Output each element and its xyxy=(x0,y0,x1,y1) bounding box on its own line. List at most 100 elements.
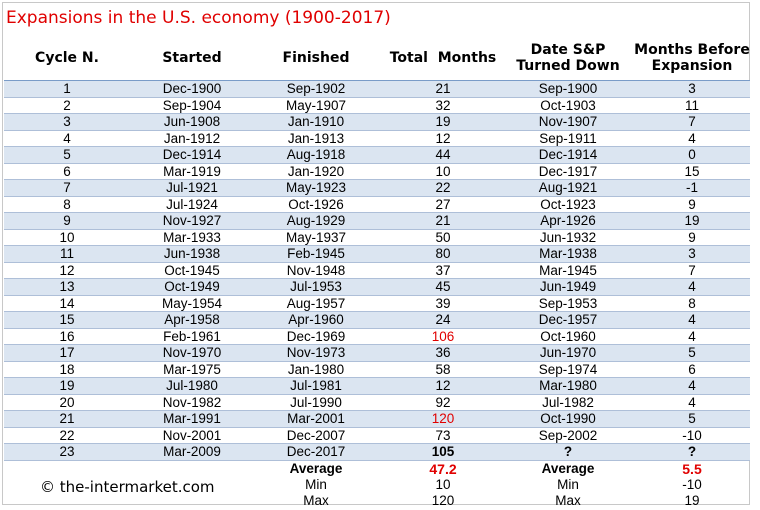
cell-total: 36 xyxy=(435,345,451,360)
cell-cycle: 1 xyxy=(63,81,71,96)
cell-before: 4 xyxy=(688,378,696,393)
table-row: 7 Jul-1921 May-1923 22 Aug-1921 -1 xyxy=(4,180,750,197)
cell-before: 11 xyxy=(684,97,699,113)
cell-finished: Aug-1918 xyxy=(286,147,346,162)
cell-cycle: 17 xyxy=(59,345,75,360)
min-total: 10 xyxy=(435,477,451,492)
summary-min-row: Min 10 Min -10 xyxy=(4,477,750,494)
header-total-months-label: Total Months xyxy=(389,50,497,66)
cell-before: 8 xyxy=(688,295,696,311)
cell-sp-down: Sep-2002 xyxy=(538,427,598,443)
cell-before: 19 xyxy=(684,213,700,228)
cell-before: 4 xyxy=(688,279,696,294)
cell-cycle: 20 xyxy=(59,394,75,410)
min-label: Min xyxy=(305,477,327,492)
cell-before: 3 xyxy=(688,81,696,96)
cell-cycle: 15 xyxy=(59,312,75,327)
cell-started: Jan-1912 xyxy=(163,130,221,146)
cell-started: Mar-1975 xyxy=(163,361,221,377)
cell-finished: Apr-1960 xyxy=(288,312,344,327)
header-total-months: Total Months xyxy=(378,36,508,80)
cell-total: 45 xyxy=(435,279,451,294)
cell-before: 7 xyxy=(688,114,696,129)
cell-cycle: 19 xyxy=(59,378,75,393)
cell-total: 105 xyxy=(431,444,455,459)
header-date-sp-line1: Date S&P xyxy=(530,42,606,58)
cell-before: ? xyxy=(687,444,697,459)
cell-finished: May-1907 xyxy=(285,97,347,113)
cell-sp-down: Sep-1953 xyxy=(538,295,598,311)
cell-total: 10 xyxy=(435,163,451,179)
table-row: 17 Nov-1970 Nov-1973 36 Jun-1970 5 xyxy=(4,345,750,362)
cell-cycle: 8 xyxy=(63,196,71,212)
cell-sp-down: Sep-1974 xyxy=(538,361,598,377)
header-date-sp-line2: Turned Down xyxy=(516,58,620,74)
cell-started: Feb-1961 xyxy=(163,328,221,344)
cell-total: 24 xyxy=(435,312,451,327)
max-label-2: Max xyxy=(555,493,581,508)
header-months-before: Months Before Expansion xyxy=(628,36,756,80)
min-before: -10 xyxy=(682,477,702,492)
cell-sp-down: Oct-1923 xyxy=(540,196,596,212)
cell-before: 9 xyxy=(688,229,696,245)
cell-before: 4 xyxy=(688,328,696,344)
cell-started: Mar-1933 xyxy=(163,229,221,245)
header-cycle-label: Cycle N. xyxy=(35,50,99,66)
cell-started: Jun-1908 xyxy=(163,114,221,129)
header-months-before-line2: Expansion xyxy=(651,58,733,74)
cell-finished: Sep-1902 xyxy=(286,81,346,96)
cell-finished: Jul-1990 xyxy=(290,394,342,410)
cell-cycle: 18 xyxy=(59,361,75,377)
cell-cycle: 3 xyxy=(63,114,71,129)
cell-total: 21 xyxy=(435,81,451,96)
table-row: 14 May-1954 Aug-1957 39 Sep-1953 8 xyxy=(4,295,750,312)
cell-total: 22 xyxy=(435,180,451,195)
cell-finished: May-1937 xyxy=(285,229,347,245)
cell-before: -1 xyxy=(685,180,698,195)
cell-total: 12 xyxy=(435,378,451,393)
cell-sp-down: Oct-1990 xyxy=(540,411,596,426)
cell-started: May-1954 xyxy=(161,295,223,311)
header-finished-label: Finished xyxy=(282,50,350,66)
cell-started: Oct-1949 xyxy=(164,279,220,294)
table-row: 18 Mar-1975 Jan-1980 58 Sep-1974 6 xyxy=(4,361,750,378)
table-row: 4 Jan-1912 Jan-1913 12 Sep-1911 4 xyxy=(4,130,750,147)
cell-total: 12 xyxy=(435,130,451,146)
cell-before: 6 xyxy=(688,361,696,377)
source-credit: © the-intermarket.com xyxy=(40,478,215,496)
min-label-2: Min xyxy=(557,477,579,492)
cell-finished: Dec-1969 xyxy=(286,328,346,344)
cell-total: 27 xyxy=(435,196,451,212)
cell-finished: Oct-1926 xyxy=(288,196,344,212)
cell-started: Nov-2001 xyxy=(162,427,222,443)
cell-cycle: 22 xyxy=(59,427,75,443)
cell-before: 15 xyxy=(684,163,700,179)
cell-cycle: 5 xyxy=(63,147,71,162)
cell-started: Nov-1927 xyxy=(162,213,222,228)
cell-total: 37 xyxy=(435,262,451,278)
cell-total: 120 xyxy=(431,411,455,426)
cell-sp-down: Oct-1960 xyxy=(540,328,596,344)
table-row: 13 Oct-1949 Jul-1953 45 Jun-1949 4 xyxy=(4,279,750,296)
cell-sp-down: Jun-1949 xyxy=(539,279,597,294)
cell-before: 9 xyxy=(688,196,696,212)
cell-cycle: 21 xyxy=(59,411,75,426)
cell-finished: Jul-1953 xyxy=(290,279,342,294)
cell-finished: Nov-1948 xyxy=(286,262,346,278)
cell-total: 80 xyxy=(435,246,451,261)
cell-before: 0 xyxy=(688,147,696,162)
cell-total: 32 xyxy=(435,97,451,113)
cell-started: Mar-1991 xyxy=(163,411,221,426)
cell-started: Dec-1914 xyxy=(162,147,222,162)
cell-sp-down: Mar-1980 xyxy=(539,378,597,393)
table-body: 1 Dec-1900 Sep-1902 21 Sep-1900 3 2 Sep-1904 May… xyxy=(4,81,750,461)
cell-started: Nov-1970 xyxy=(162,345,222,360)
cell-started: Apr-1958 xyxy=(164,312,220,327)
cell-sp-down: Oct-1903 xyxy=(540,97,596,113)
cell-sp-down: Aug-1921 xyxy=(538,180,598,195)
cell-before: 4 xyxy=(688,312,696,327)
header-started-label: Started xyxy=(162,50,222,66)
cell-started: Oct-1945 xyxy=(164,262,220,278)
table-title: Expansions in the U.S. economy (1900-201… xyxy=(6,8,391,28)
cell-cycle: 23 xyxy=(59,444,75,459)
